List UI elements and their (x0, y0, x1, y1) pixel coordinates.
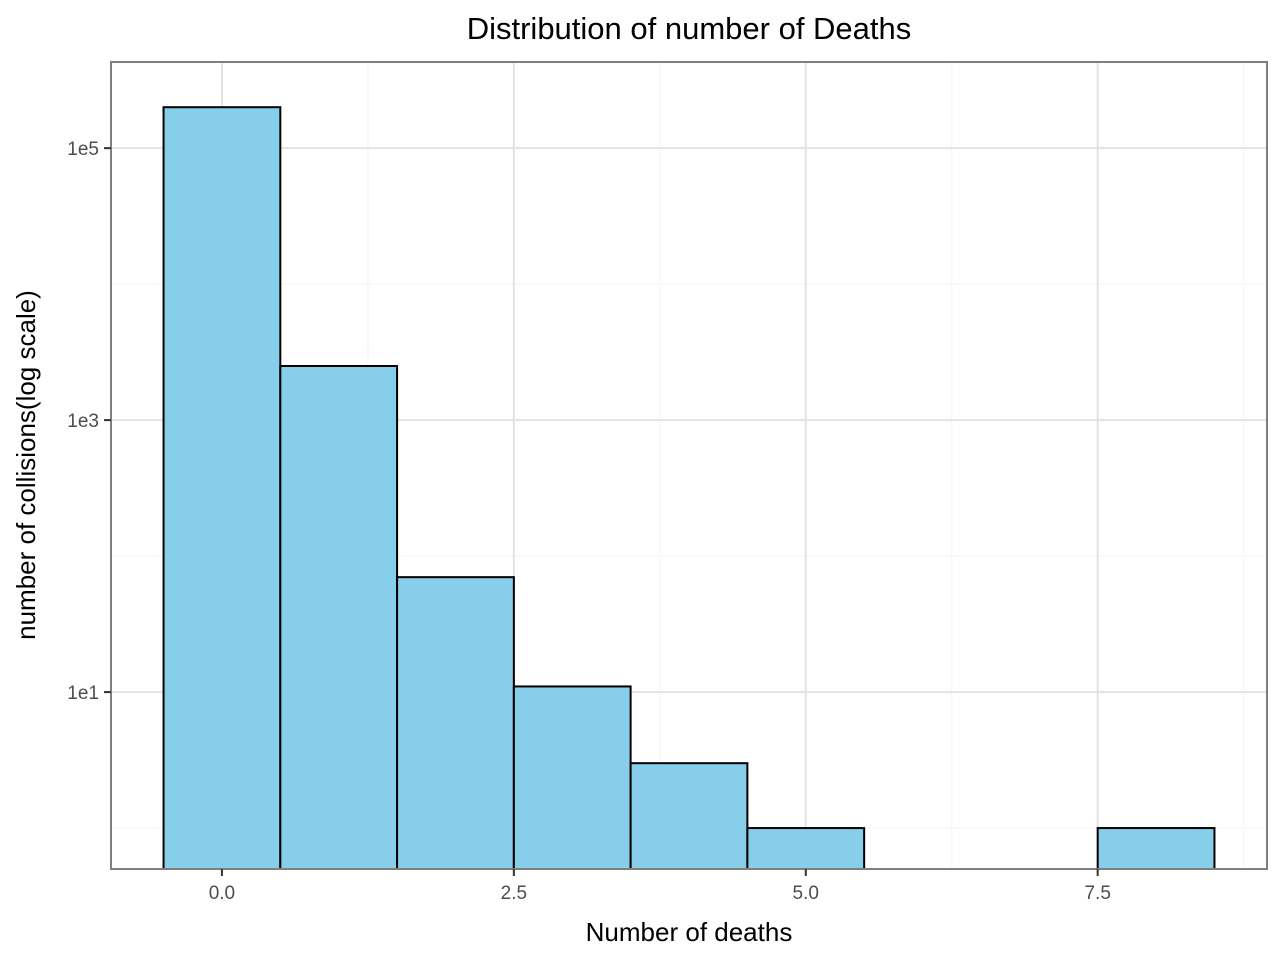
x-tick-label: 7.5 (1084, 883, 1110, 904)
ticks: 0.0 2.5 5.0 7.5 1e1 1e3 1e5 (67, 139, 1111, 904)
chart-title: Distribution of number of Deaths (467, 11, 912, 46)
histogram-bar (746, 827, 866, 870)
x-tick-label: 2.5 (501, 883, 527, 904)
histogram-bar (512, 685, 632, 871)
y-tick-label: 1e5 (67, 139, 99, 160)
y-tick-label: 1e3 (67, 411, 99, 432)
y-axis-title: number of collisions(log scale) (11, 290, 41, 640)
x-tick-label: 5.0 (793, 883, 819, 904)
y-tick-label: 1e1 (67, 683, 99, 704)
histogram-bar (629, 762, 749, 871)
histogram-bar (162, 106, 282, 871)
histogram-bar (279, 364, 399, 870)
x-tick-label: 0.0 (209, 883, 235, 904)
bars (162, 106, 1216, 871)
histogram-bar (1096, 827, 1216, 870)
panel-border (110, 61, 1268, 870)
x-axis-title: Number of deaths (586, 917, 793, 947)
histogram-bar (396, 576, 515, 870)
